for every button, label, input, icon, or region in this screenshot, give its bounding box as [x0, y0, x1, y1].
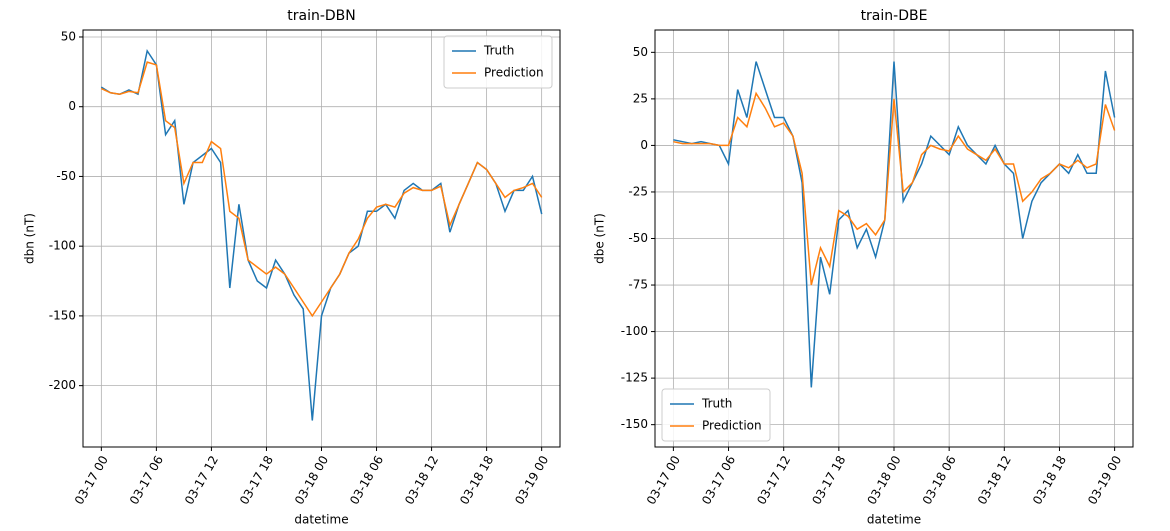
axes-frame	[82, 29, 561, 448]
legend: Truth Prediction	[661, 388, 771, 442]
y-tick-label: -75	[628, 278, 648, 292]
x-tick-label: 03-17 06	[699, 453, 738, 507]
x-tick-label: 03-17 18	[809, 453, 848, 507]
x-tick-label: 03-17 12	[182, 453, 221, 507]
legend-box	[661, 388, 771, 442]
data-line	[673, 91, 1116, 286]
y-tick-label: 50	[633, 45, 648, 59]
y-tick-label: 25	[633, 91, 648, 105]
y-tick-label: -50	[56, 169, 76, 183]
chart-title: train-DBE	[861, 8, 928, 24]
x-axis-label: datetime	[294, 513, 348, 527]
y-tick-label: -100	[49, 239, 76, 253]
x-tick-label: 03-18 18	[1030, 453, 1069, 507]
y-axis-label: dbn (nT)	[23, 213, 37, 264]
x-tick-label: 03-18 06	[347, 453, 386, 507]
y-tick-label: 0	[68, 99, 76, 113]
x-tick-label: 03-17 12	[754, 453, 793, 507]
x-tick-label: 03-18 12	[975, 453, 1014, 507]
y-axis-label: dbe (nT)	[593, 213, 607, 264]
x-tick-label: 03-18 12	[402, 453, 441, 507]
legend-box	[443, 35, 553, 89]
x-tick-label: 03-19 00	[1085, 453, 1124, 507]
axes-frame	[654, 29, 1134, 448]
y-tick-label: -150	[621, 417, 648, 431]
x-tick-label: 03-18 18	[457, 453, 496, 507]
y-tick-label: -150	[49, 308, 76, 322]
x-axis-label: datetime	[867, 513, 921, 527]
y-tick-label: -125	[621, 371, 648, 385]
x-tick-label: 03-18 06	[920, 453, 959, 507]
y-tick-label: -200	[49, 378, 76, 392]
data-line	[100, 61, 543, 318]
y-tick-label: -25	[628, 184, 648, 198]
legend-label: Prediction	[484, 66, 544, 80]
x-tick-label: 03-17 00	[644, 453, 683, 507]
chart-title: train-DBN	[287, 8, 356, 24]
y-tick-label: -100	[621, 324, 648, 338]
legend-label: Truth	[483, 44, 514, 58]
x-tick-label: 03-17 18	[237, 453, 276, 507]
x-tick-label: 03-18 00	[292, 453, 331, 507]
x-tick-label: 03-17 00	[72, 453, 111, 507]
x-tick-label: 03-18 00	[865, 453, 904, 507]
legend-label: Prediction	[702, 419, 762, 433]
legend-label: Truth	[701, 397, 732, 411]
data-line	[673, 61, 1116, 388]
legend: Truth Prediction	[443, 35, 553, 89]
x-tick-label: 03-19 00	[512, 453, 551, 507]
y-tick-label: -50	[628, 231, 648, 245]
y-tick-label: 50	[61, 29, 76, 43]
x-tick-label: 03-17 06	[127, 453, 166, 507]
y-tick-label: 0	[640, 138, 648, 152]
